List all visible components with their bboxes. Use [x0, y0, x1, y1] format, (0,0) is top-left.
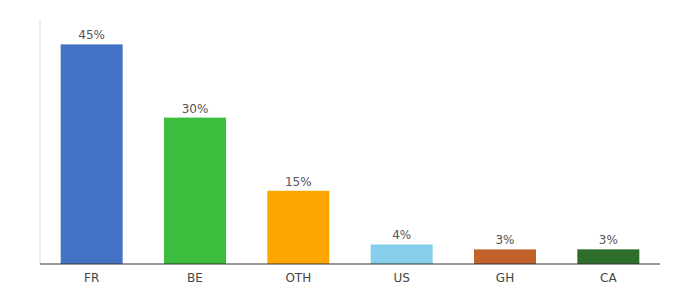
bar — [474, 249, 536, 264]
x-axis-line — [40, 264, 660, 265]
x-tick-label: OTH — [285, 271, 311, 285]
bar — [371, 244, 433, 264]
data-label: 4% — [392, 228, 411, 242]
data-label: 15% — [285, 175, 312, 189]
bar — [164, 118, 226, 264]
x-tick-label: CA — [600, 271, 617, 285]
bars — [61, 44, 640, 264]
chart-svg: 45% 30% 15% 4% 3% 3% FR BE OTH US GH CA — [0, 0, 680, 300]
data-label: 45% — [78, 28, 105, 42]
bar — [577, 249, 639, 264]
data-label: 30% — [182, 102, 209, 116]
bar — [267, 191, 329, 264]
x-tick-label: GH — [496, 271, 514, 285]
chart-container: 45% 30% 15% 4% 3% 3% FR BE OTH US GH CA — [0, 0, 680, 300]
bar — [61, 44, 123, 264]
x-tick-label: FR — [84, 271, 99, 285]
x-tick-label: US — [393, 271, 409, 285]
data-label: 3% — [599, 233, 618, 247]
data-label: 3% — [495, 233, 514, 247]
y-axis-line — [40, 20, 41, 264]
x-tick-label: BE — [187, 271, 203, 285]
page: {"chart_data": {"type": "bar", "categori… — [0, 0, 680, 300]
